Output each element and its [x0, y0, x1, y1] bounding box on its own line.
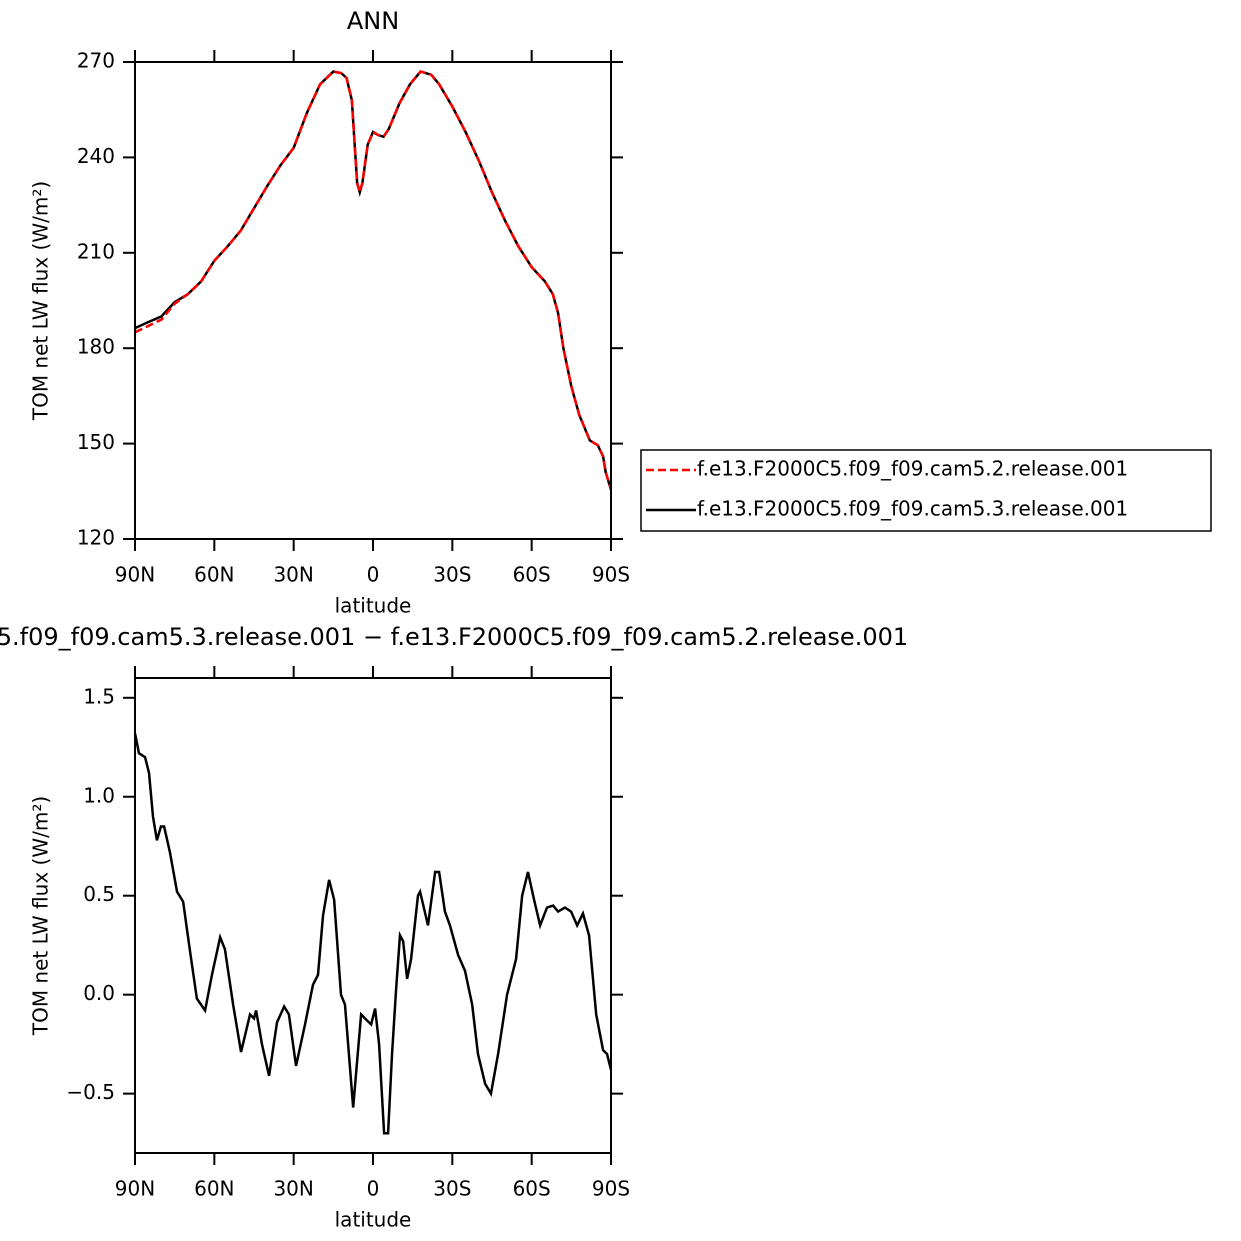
- data-line: [133, 733, 613, 1135]
- y-tick-label: 1.5: [83, 684, 115, 708]
- y-tick-label: 0.5: [83, 882, 115, 906]
- data-line: [134, 70, 613, 491]
- x-axis-label: latitude: [335, 1208, 412, 1232]
- y-tick-label: 0.0: [83, 981, 115, 1005]
- x-tick-label: 60S: [513, 563, 551, 587]
- data-line: [134, 70, 613, 491]
- y-axis-label: TOM net LW flux (W/m²): [29, 796, 53, 1036]
- chart-title: f.e13.F2000C5.f09_f09.cam5.3.release.001…: [0, 623, 908, 651]
- y-tick-label: 150: [77, 430, 115, 454]
- y-tick-label: 270: [77, 49, 115, 73]
- x-tick-label: 90S: [592, 1177, 630, 1201]
- x-tick-label: 60S: [513, 1177, 551, 1201]
- x-tick-label: 90N: [115, 1177, 155, 1201]
- x-tick-label: 30S: [433, 563, 471, 587]
- x-tick-label: 30N: [273, 563, 313, 587]
- x-tick-label: 90S: [592, 563, 630, 587]
- chart-title: ANN: [347, 7, 399, 35]
- y-tick-label: 120: [77, 526, 115, 550]
- y-tick-label: 210: [77, 239, 115, 263]
- legend-label: f.e13.F2000C5.f09_f09.cam5.2.release.001: [697, 457, 1128, 481]
- y-tick-label: 240: [77, 144, 115, 168]
- x-axis-label: latitude: [335, 594, 412, 618]
- x-tick-label: 30S: [433, 1177, 471, 1201]
- x-tick-label: 0: [367, 563, 380, 587]
- x-tick-label: 90N: [115, 563, 155, 587]
- x-tick-label: 30N: [273, 1177, 313, 1201]
- y-tick-label: 180: [77, 335, 115, 359]
- x-tick-label: 60N: [194, 1177, 234, 1201]
- x-tick-label: 60N: [194, 563, 234, 587]
- y-tick-label: −0.5: [66, 1080, 115, 1104]
- legend-label: f.e13.F2000C5.f09_f09.cam5.3.release.001: [697, 497, 1128, 521]
- x-tick-label: 0: [367, 1177, 380, 1201]
- plot-frame: [134, 61, 612, 540]
- y-axis-label: TOM net LW flux (W/m²): [29, 181, 53, 421]
- plot-frame: [134, 677, 612, 1154]
- legend-box: [640, 449, 1212, 532]
- y-tick-label: 1.0: [83, 783, 115, 807]
